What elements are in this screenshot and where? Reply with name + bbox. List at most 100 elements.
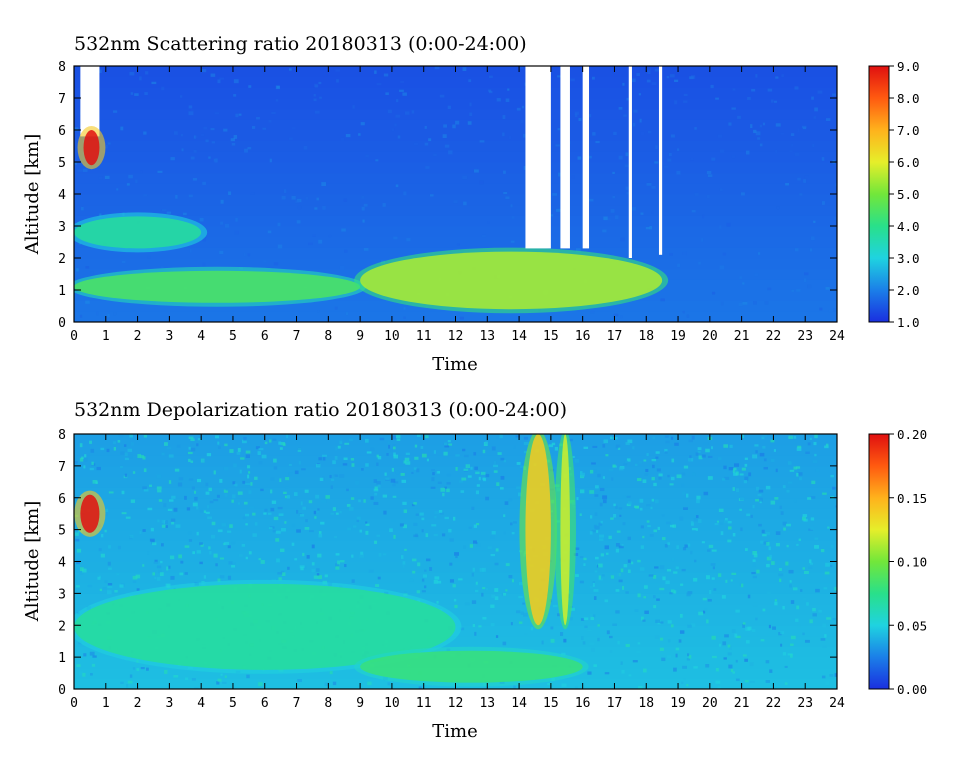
- speckle: [187, 531, 192, 535]
- speckle: [413, 534, 419, 538]
- speckle: [618, 545, 624, 549]
- speckle: [728, 664, 733, 669]
- speckle: [385, 92, 389, 96]
- speckle: [560, 631, 564, 636]
- speckle: [510, 522, 513, 526]
- speckle: [770, 99, 774, 103]
- speckle: [446, 482, 451, 485]
- scattering-ratio-panel: 532nm Scattering ratio 20180313 (0:00-24…: [22, 33, 920, 375]
- speckle: [728, 122, 732, 126]
- speckle: [770, 458, 775, 463]
- speckle: [188, 105, 193, 109]
- speckle: [165, 583, 171, 588]
- speckle: [613, 503, 616, 507]
- speckle: [552, 193, 558, 196]
- speckle: [591, 647, 595, 652]
- speckle: [188, 194, 193, 198]
- speckle: [683, 678, 686, 681]
- speckle: [107, 142, 111, 145]
- speckle: [400, 555, 404, 559]
- speckle: [606, 630, 610, 635]
- speckle: [437, 481, 442, 484]
- speckle: [698, 455, 703, 460]
- speckle: [776, 206, 780, 210]
- speckle: [627, 559, 631, 563]
- speckle: [518, 621, 523, 624]
- speckle: [85, 266, 90, 269]
- speckle: [248, 471, 251, 474]
- speckle: [304, 527, 310, 530]
- background-band: [74, 455, 837, 467]
- speckle: [166, 211, 172, 214]
- x-tick-label: 6: [261, 329, 269, 344]
- speckle: [92, 480, 98, 484]
- speckle: [702, 610, 706, 614]
- speckle: [365, 530, 369, 535]
- speckle: [275, 85, 280, 90]
- speckle: [304, 489, 309, 493]
- speckle: [563, 638, 567, 643]
- speckle: [640, 525, 644, 529]
- speckle: [758, 523, 762, 527]
- speckle: [481, 592, 484, 597]
- speckle: [463, 468, 469, 471]
- speckle: [617, 640, 620, 645]
- speckle: [223, 128, 228, 132]
- speckle: [571, 175, 575, 179]
- colorbar-tick-label: 7.0: [897, 123, 920, 138]
- speckle: [812, 143, 815, 148]
- background-band: [74, 194, 837, 206]
- speckle: [789, 150, 793, 153]
- x-tick-label: 7: [293, 329, 301, 344]
- speckle: [365, 463, 369, 467]
- speckle: [209, 550, 212, 555]
- speckle: [283, 189, 287, 194]
- speckle: [219, 557, 224, 560]
- speckle: [130, 92, 134, 95]
- speckle: [599, 487, 605, 492]
- speckle: [634, 463, 638, 466]
- speckle: [190, 460, 194, 463]
- speckle: [456, 243, 460, 246]
- speckle: [632, 122, 636, 127]
- speckle: [219, 250, 224, 255]
- speckle: [260, 560, 265, 564]
- speckle: [638, 686, 643, 689]
- speckle: [139, 530, 142, 535]
- speckle: [339, 510, 342, 514]
- speckle: [192, 502, 198, 507]
- speckle: [140, 667, 145, 670]
- speckle: [173, 674, 179, 678]
- speckle: [753, 553, 758, 558]
- speckle: [780, 132, 785, 135]
- speckle: [119, 584, 124, 588]
- speckle: [363, 247, 369, 251]
- speckle: [637, 559, 641, 563]
- speckle: [124, 457, 130, 461]
- speckle: [693, 577, 698, 582]
- feature-region: [74, 216, 202, 249]
- speckle: [718, 573, 722, 577]
- speckle: [727, 652, 732, 656]
- speckle: [339, 440, 343, 444]
- speckle: [231, 499, 234, 503]
- speckle: [809, 437, 812, 440]
- speckle: [646, 520, 650, 523]
- speckle: [523, 133, 526, 138]
- speckle: [791, 289, 795, 292]
- speckle: [737, 115, 741, 119]
- speckle: [90, 271, 94, 276]
- speckle: [612, 436, 618, 440]
- speckle: [802, 127, 807, 130]
- speckle: [589, 490, 595, 494]
- speckle: [622, 495, 626, 499]
- speckle: [74, 532, 79, 536]
- speckle: [361, 206, 365, 211]
- speckle: [475, 542, 479, 545]
- x-tick-label: 19: [670, 696, 686, 711]
- speckle: [743, 480, 748, 484]
- speckle: [411, 471, 414, 474]
- speckle: [754, 273, 759, 277]
- speckle: [741, 467, 746, 471]
- speckle: [751, 572, 756, 575]
